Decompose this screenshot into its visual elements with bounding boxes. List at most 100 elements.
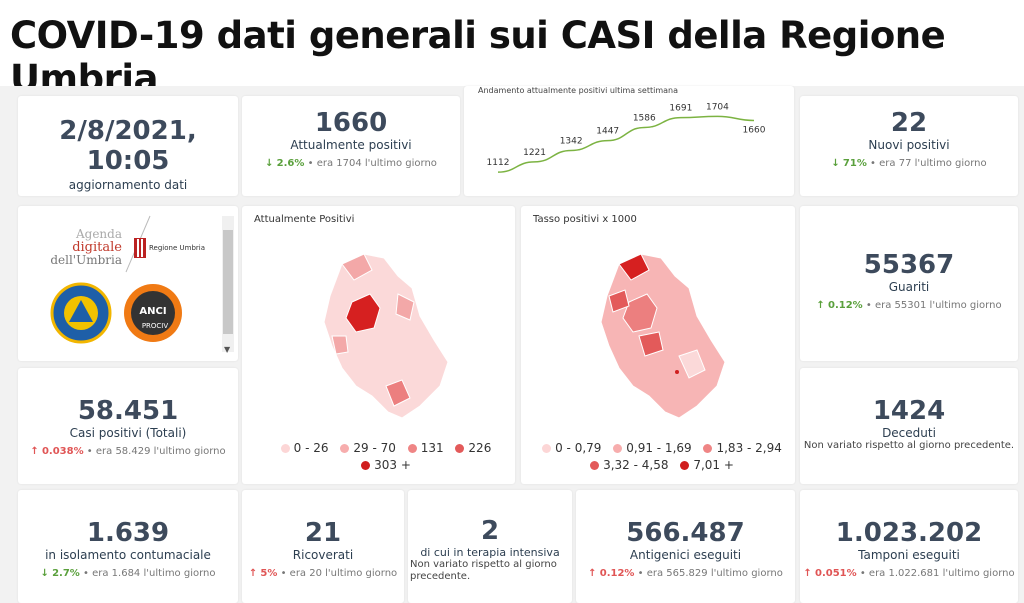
ricoverati-delta: ↑ 5% • era 20 l'ultimo giorno	[248, 568, 398, 579]
update-datetime: 2/8/2021, 10:05	[59, 116, 197, 176]
tamponi-value: 1.023.202	[835, 518, 983, 548]
legend-item: 0 - 26	[273, 441, 329, 455]
legend-dot	[590, 461, 600, 470]
antigenici-value: 566.487	[626, 518, 745, 548]
legend-dot	[407, 444, 417, 453]
antigenici-pct: 0.12%	[599, 568, 635, 579]
trend-chart-card: Andamento attualmente positivi ultima se…	[464, 86, 794, 196]
legend-item: 303 +	[353, 458, 411, 472]
legend-item: 131	[400, 441, 444, 455]
arrow-down-icon: ↓	[265, 158, 274, 169]
legend-dot	[280, 444, 290, 453]
trend-data-label: 1691	[669, 104, 692, 114]
arrow-down-icon: ↓	[40, 568, 49, 579]
umbria-map-positivi	[323, 253, 449, 419]
casi-totali-delta: ↑ 0.038% • era 58.429 l'ultimo giorno	[30, 446, 226, 457]
tamponi-prev: era 1.022.681 l'ultimo giorno	[868, 568, 1015, 579]
trend-data-label: 1704	[706, 102, 729, 112]
legend-dot	[542, 444, 552, 453]
legend-item: 226	[447, 441, 491, 455]
legend-item: 0 - 0,79	[534, 441, 601, 455]
antigenici-delta: ↑ 0.12% • era 565.829 l'ultimo giorno	[588, 568, 783, 579]
arrow-down-icon: ↓	[831, 158, 840, 169]
trend-data-label: 1447	[596, 127, 619, 137]
guariti-delta: ↑ 0.12% • era 55301 l'ultimo giorno	[816, 300, 1002, 311]
logos-scrollbar[interactable]: ▼	[222, 216, 234, 354]
attualmente-positivi-prev: era 1704 l'ultimo giorno	[316, 158, 437, 169]
dashboard: 2/8/2021, 10:05 aggiornamento dati 1660 …	[0, 86, 1024, 603]
nuovi-positivi-label: Nuovi positivi	[868, 138, 950, 152]
tamponi-pct: 0.051%	[814, 568, 857, 579]
guariti-value: 55367	[863, 250, 955, 280]
attualmente-positivi-value: 1660	[314, 108, 388, 138]
arrow-up-icon: ↑	[30, 446, 39, 457]
map-positivi-card: Attualmente Positivi 0 - 26 29 - 70 131 …	[242, 206, 515, 484]
page-title: COVID-19 dati generali sui CASI della Re…	[10, 14, 946, 100]
regione-crest-icon	[134, 238, 146, 258]
casi-totali-prev: era 58.429 l'ultimo giorno	[95, 446, 226, 457]
antigenici-card: 566.487 Antigenici eseguiti ↑ 0.12% • er…	[576, 490, 795, 603]
arrow-up-icon: ↑	[248, 568, 258, 579]
isolamento-pct: 2.7%	[52, 568, 80, 579]
ricoverati-label: Ricoverati	[292, 548, 354, 562]
update-card: 2/8/2021, 10:05 aggiornamento dati	[18, 96, 238, 196]
ricoverati-pct: 5%	[260, 568, 278, 579]
attualmente-positivi-pct: 2.6%	[276, 158, 305, 169]
guariti-card: 55367 Guariti ↑ 0.12% • era 55301 l'ulti…	[800, 206, 1018, 361]
legend-dot	[455, 444, 465, 453]
deceduti-value: 1424	[872, 396, 946, 426]
isolamento-label: in isolamento contumaciale	[45, 548, 211, 562]
page-header: COVID-19 dati generali sui CASI della Re…	[0, 0, 1024, 100]
antigenici-label: Antigenici eseguiti	[629, 548, 742, 562]
nuovi-positivi-value: 22	[890, 108, 928, 138]
anci-prociv-logo: ANCI PROCIV	[124, 284, 182, 342]
anci-logo-text: ANCI	[139, 306, 166, 317]
legend-dot	[361, 461, 371, 470]
legend-item: 29 - 70	[332, 441, 396, 455]
tamponi-card: 1.023.202 Tamponi eseguiti ↑ 0.051% • er…	[800, 490, 1018, 603]
arrow-up-icon: ↑	[588, 568, 597, 579]
attualmente-positivi-label: Attualmente positivi	[290, 138, 412, 152]
terapia-card: 2 di cui in terapia intensiva Non variat…	[408, 490, 572, 603]
map-positivi-title: Attualmente Positivi	[254, 214, 355, 225]
trend-data-label: 1221	[523, 148, 546, 158]
ricoverati-prev: era 20 l'ultimo giorno	[289, 568, 398, 579]
agenda-digitale-logo: Agenda digitale dell'Umbria	[50, 227, 122, 267]
attualmente-positivi-card: 1660 Attualmente positivi ↓ 2.6% • era 1…	[242, 96, 460, 196]
arrow-up-icon: ↑	[816, 300, 825, 311]
scroll-down-icon[interactable]: ▼	[224, 345, 231, 354]
map-tasso-title: Tasso positivi x 1000	[533, 214, 637, 225]
legend-dot	[613, 444, 623, 453]
terapia-value: 2	[480, 516, 500, 546]
tamponi-label: Tamponi eseguiti	[858, 548, 960, 562]
trend-series-line	[497, 115, 755, 173]
trend-line-chart: 1112 1221 1342 1447 1586 1691 1704 1660	[487, 102, 766, 173]
isolamento-prev: era 1.684 l'ultimo giorno	[92, 568, 216, 579]
isolamento-card: 1.639 in isolamento contumaciale ↓ 2.7% …	[18, 490, 238, 603]
nuovi-positivi-delta: ↓ 71% • era 77 l'ultimo giorno	[831, 158, 987, 169]
legend-item: 3,32 - 4,58	[582, 458, 668, 472]
terapia-note: Non variato rispetto al giorno precedent…	[410, 559, 557, 582]
nuovi-positivi-pct: 71%	[842, 158, 867, 169]
legend-dot	[680, 461, 690, 470]
umbria-map-tasso	[600, 253, 726, 419]
logos-card: Agenda digitale dell'Umbria Regione Umbr…	[18, 206, 238, 361]
scrollbar-thumb[interactable]	[223, 230, 233, 334]
trend-data-label: 1112	[487, 158, 510, 168]
guariti-label: Guariti	[888, 280, 930, 294]
legend-dot	[703, 444, 713, 453]
anci-logo-subtext: PROCIV	[142, 322, 169, 330]
trend-data-label: 1660	[743, 125, 766, 135]
attualmente-positivi-delta: ↓ 2.6% • era 1704 l'ultimo giorno	[265, 158, 437, 169]
trend-chart-title: Andamento attualmente positivi ultima se…	[478, 86, 679, 95]
antigenici-prev: era 565.829 l'ultimo giorno	[646, 568, 783, 579]
deceduti-label: Deceduti	[882, 426, 936, 440]
tamponi-delta: ↑ 0.051% • era 1.022.681 l'ultimo giorno	[803, 568, 1015, 579]
map-positivi-legend: 0 - 26 29 - 70 131 226 303 +	[262, 440, 502, 474]
arrow-up-icon: ↑	[803, 568, 812, 579]
nuovi-positivi-card: 22 Nuovi positivi ↓ 71% • era 77 l'ultim…	[800, 96, 1018, 196]
casi-totali-label: Casi positivi (Totali)	[69, 426, 187, 440]
ricoverati-card: 21 Ricoverati ↑ 5% • era 20 l'ultimo gio…	[242, 490, 404, 603]
terapia-label: di cui in terapia intensiva	[420, 546, 560, 559]
casi-totali-pct: 0.038%	[41, 446, 84, 457]
